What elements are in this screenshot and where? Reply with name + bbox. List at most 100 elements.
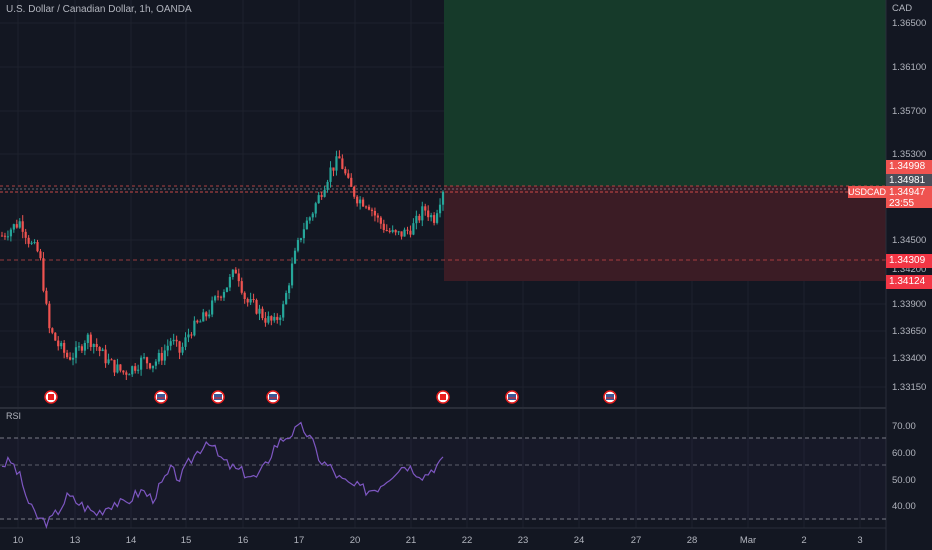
- candle[interactable]: [107, 353, 110, 365]
- candle[interactable]: [305, 217, 308, 230]
- candle[interactable]: [160, 347, 163, 365]
- candle[interactable]: [382, 219, 385, 233]
- candle[interactable]: [3, 232, 7, 240]
- candle[interactable]: [74, 341, 78, 364]
- candle[interactable]: [394, 229, 397, 236]
- candle[interactable]: [359, 196, 362, 210]
- candle[interactable]: [196, 319, 199, 324]
- event-marker-ca[interactable]: [44, 390, 58, 404]
- candle[interactable]: [243, 291, 246, 304]
- candle[interactable]: [190, 332, 193, 339]
- candle[interactable]: [424, 203, 427, 216]
- target-zone[interactable]: [444, 0, 886, 186]
- candle[interactable]: [329, 161, 332, 188]
- candle[interactable]: [80, 344, 84, 353]
- candle[interactable]: [163, 344, 166, 366]
- event-marker-us[interactable]: [603, 390, 617, 404]
- candle[interactable]: [430, 212, 433, 222]
- candle[interactable]: [379, 215, 382, 229]
- candle[interactable]: [296, 237, 300, 253]
- candle[interactable]: [326, 179, 329, 193]
- candle[interactable]: [98, 346, 101, 357]
- candle[interactable]: [42, 252, 45, 293]
- candle[interactable]: [187, 328, 190, 343]
- candle[interactable]: [205, 311, 208, 321]
- candle[interactable]: [57, 336, 60, 351]
- candle[interactable]: [258, 304, 261, 321]
- candle[interactable]: [415, 210, 418, 230]
- candle[interactable]: [228, 274, 231, 292]
- candle[interactable]: [435, 209, 439, 225]
- candle[interactable]: [21, 215, 24, 239]
- candle[interactable]: [71, 352, 75, 366]
- candle[interactable]: [36, 239, 39, 253]
- candle[interactable]: [391, 225, 394, 234]
- candle[interactable]: [18, 218, 21, 229]
- candle[interactable]: [249, 292, 252, 305]
- candle[interactable]: [397, 230, 400, 235]
- candle[interactable]: [347, 169, 350, 179]
- candle[interactable]: [92, 343, 95, 354]
- candle[interactable]: [172, 333, 175, 345]
- candle[interactable]: [110, 358, 113, 361]
- candle[interactable]: [89, 332, 92, 351]
- candle[interactable]: [119, 364, 122, 373]
- candle[interactable]: [128, 373, 131, 376]
- candle[interactable]: [178, 340, 181, 360]
- candle[interactable]: [137, 364, 140, 374]
- candle[interactable]: [101, 347, 104, 352]
- candle[interactable]: [166, 339, 169, 357]
- candle[interactable]: [237, 268, 240, 287]
- candle[interactable]: [299, 237, 303, 243]
- candle[interactable]: [184, 332, 187, 351]
- candle[interactable]: [77, 342, 81, 351]
- candle[interactable]: [48, 301, 51, 334]
- candle[interactable]: [222, 289, 226, 301]
- candle[interactable]: [388, 227, 391, 234]
- candle[interactable]: [234, 267, 237, 274]
- event-marker-us[interactable]: [505, 390, 519, 404]
- candle[interactable]: [338, 150, 341, 159]
- candle[interactable]: [320, 191, 323, 200]
- candle[interactable]: [311, 211, 314, 221]
- candle[interactable]: [240, 277, 243, 295]
- candle[interactable]: [208, 309, 211, 319]
- event-marker-us[interactable]: [266, 390, 280, 404]
- candle[interactable]: [350, 173, 353, 187]
- candle[interactable]: [421, 201, 424, 227]
- candle[interactable]: [418, 213, 421, 223]
- candle[interactable]: [412, 218, 415, 236]
- candle[interactable]: [276, 313, 279, 324]
- candle[interactable]: [95, 338, 98, 351]
- candle[interactable]: [51, 327, 54, 335]
- rsi-line[interactable]: [1, 421, 444, 529]
- candle[interactable]: [6, 230, 10, 241]
- candle[interactable]: [104, 344, 107, 368]
- candle[interactable]: [293, 247, 297, 265]
- candle[interactable]: [60, 340, 63, 350]
- candle[interactable]: [39, 248, 42, 261]
- candle[interactable]: [314, 201, 317, 218]
- candle[interactable]: [83, 340, 86, 356]
- candle[interactable]: [54, 332, 57, 341]
- candle[interactable]: [148, 362, 152, 370]
- candle[interactable]: [169, 337, 172, 351]
- candle[interactable]: [225, 287, 229, 293]
- candle[interactable]: [367, 204, 371, 211]
- candle[interactable]: [193, 316, 196, 337]
- candle[interactable]: [427, 205, 430, 221]
- candle[interactable]: [30, 240, 33, 245]
- candle[interactable]: [231, 269, 234, 280]
- time-axis[interactable]: 10 13 14 15 16 17 20 21 22 23 24 27 28 Mar 2 3: [13, 535, 863, 546]
- candle[interactable]: [400, 231, 403, 240]
- candle[interactable]: [211, 296, 214, 318]
- candle[interactable]: [332, 167, 335, 177]
- event-marker-us[interactable]: [154, 390, 168, 404]
- candle[interactable]: [341, 154, 344, 170]
- candle[interactable]: [175, 335, 178, 347]
- candle[interactable]: [33, 239, 36, 245]
- candle[interactable]: [433, 212, 436, 226]
- candle[interactable]: [154, 359, 158, 370]
